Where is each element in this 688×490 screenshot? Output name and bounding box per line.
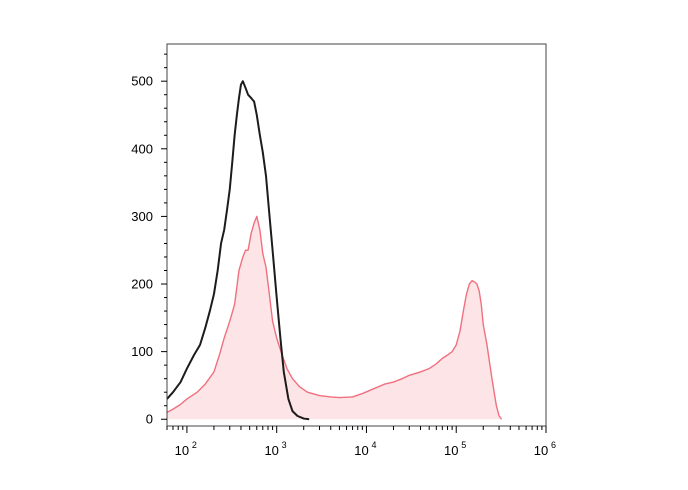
x-tick-label: 10: [175, 443, 189, 458]
y-tick-label: 0: [146, 412, 153, 427]
y-tick-label: 300: [131, 209, 153, 224]
x-tick-label: 10: [264, 443, 278, 458]
y-tick-label: 200: [131, 277, 153, 292]
x-tick-exponent: 4: [371, 440, 376, 450]
x-tick-exponent: 2: [192, 440, 197, 450]
plot-area: [166, 80, 503, 421]
plot-frame: [166, 43, 547, 427]
y-axis: 0 100 200 300 400 500: [131, 53, 167, 427]
series-1-line: [166, 80, 310, 421]
y-tick-label: 100: [131, 344, 153, 359]
x-tick-exponent: 5: [461, 440, 466, 450]
x-tick-exponent: 6: [551, 440, 556, 450]
y-tick-label: 500: [131, 74, 153, 89]
series-0-line: [166, 215, 503, 420]
x-tick-exponent: 3: [282, 440, 287, 450]
y-tick-label: 400: [131, 141, 153, 156]
x-tick-label: 10: [534, 443, 548, 458]
series-0-area: [167, 216, 502, 420]
x-axis: 10 2 10 3 10 4 10 5 10 6: [166, 426, 556, 458]
x-tick-label: 10: [444, 443, 458, 458]
x-tick-label: 10: [354, 443, 368, 458]
